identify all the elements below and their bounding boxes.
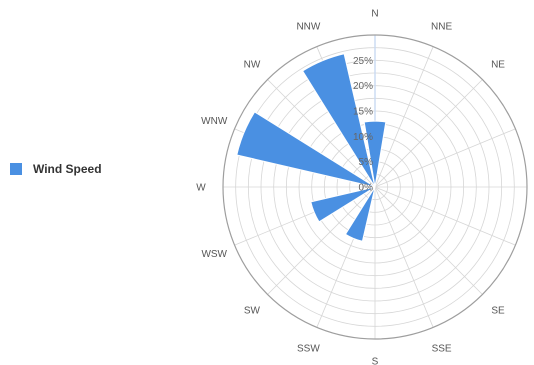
direction-label-w: W xyxy=(196,183,206,194)
grid-spoke xyxy=(374,186,434,328)
grid-spoke xyxy=(374,128,516,188)
bar-series xyxy=(236,53,387,242)
outer-ring xyxy=(222,34,528,340)
grid-spoke xyxy=(374,186,483,295)
grid-spoke xyxy=(267,186,376,295)
radial-tick-label: 0% xyxy=(359,183,374,194)
direction-label-sw: SW xyxy=(244,306,261,317)
direction-label-nw: NW xyxy=(244,59,261,70)
direction-label-sse: SSE xyxy=(432,343,452,354)
direction-label-wnw: WNW xyxy=(201,116,228,127)
radial-tick-label: 15% xyxy=(353,107,373,118)
direction-label-ne: NE xyxy=(491,59,505,70)
bar-n[interactable] xyxy=(363,120,387,188)
direction-label-s: S xyxy=(372,357,379,365)
bar-ssw[interactable] xyxy=(344,186,376,242)
grid-spoke xyxy=(374,46,434,188)
direction-label-nne: NNE xyxy=(431,22,452,33)
bar-wsw[interactable] xyxy=(310,186,376,223)
direction-label-wsw: WSW xyxy=(201,249,227,260)
direction-labels: N NNE NE SE SSE S SSW SW WSW W WNW NW NNW xyxy=(196,9,505,365)
radial-tick-label: 20% xyxy=(353,81,373,92)
grid-spoke xyxy=(267,79,376,188)
direction-label-ssw: SSW xyxy=(297,343,320,354)
grid-spoke xyxy=(374,186,516,246)
radial-ticks: 0% 5% 10% 15% 20% 25% xyxy=(353,56,373,194)
direction-label-nnw: NNW xyxy=(296,22,320,33)
radial-tick-label: 5% xyxy=(359,157,374,168)
radial-tick-label: 10% xyxy=(353,132,373,143)
legend-label: Wind Speed xyxy=(33,162,102,176)
legend[interactable]: Wind Speed xyxy=(10,162,102,176)
polar-grid xyxy=(222,34,528,340)
grid-spoke xyxy=(374,79,483,188)
bar-nnw[interactable] xyxy=(301,53,376,188)
bar-wnw[interactable] xyxy=(236,111,376,188)
legend-swatch xyxy=(10,163,22,175)
direction-label-n: N xyxy=(371,9,378,20)
direction-label-se: SE xyxy=(491,306,505,317)
radial-tick-label: 25% xyxy=(353,56,373,67)
